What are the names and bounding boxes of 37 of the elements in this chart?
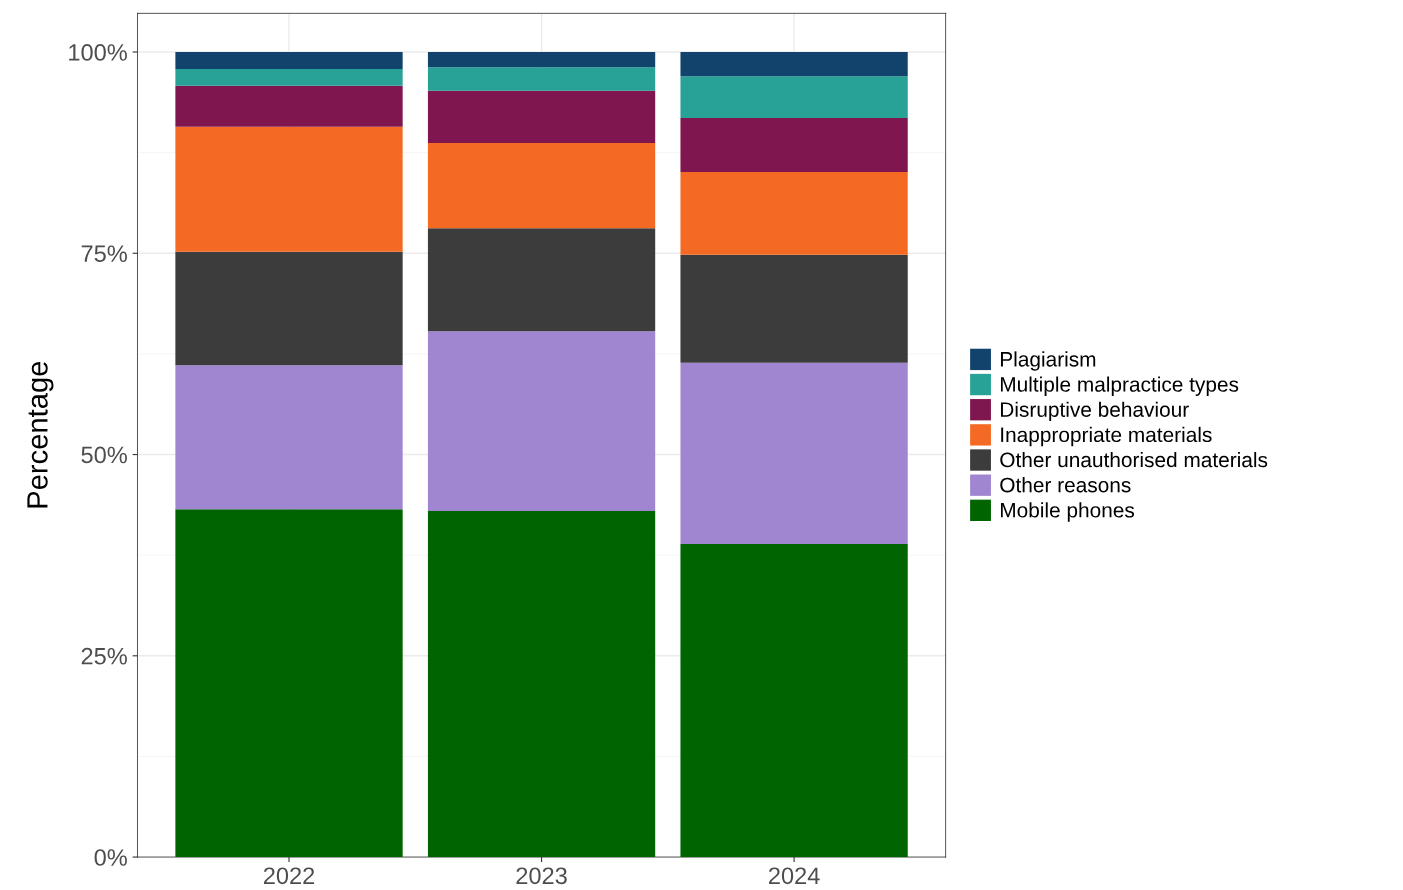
bar <box>175 509 403 858</box>
legend-label: Multiple malpractice types <box>1000 376 1239 396</box>
x-tick-label: 2024 <box>769 867 820 885</box>
legend-label: Disruptive behaviour <box>1000 401 1189 422</box>
bar <box>680 254 908 363</box>
bar <box>680 76 908 119</box>
legend-label: Other reasons <box>1000 477 1131 493</box>
legend-label: Inappropriate materials <box>1001 426 1212 447</box>
bar <box>680 51 908 77</box>
y-tick-label: 75% <box>81 245 127 263</box>
bar <box>680 362 908 544</box>
bar <box>175 85 403 127</box>
bar <box>427 228 656 332</box>
y-tick-label: 50% <box>81 446 127 464</box>
bar <box>175 51 403 69</box>
bar <box>175 68 403 86</box>
legend-label: Other unauthorised materials <box>1000 451 1268 468</box>
y-tick-label: 0% <box>94 849 127 866</box>
x-tick-label: 2023 <box>516 867 567 885</box>
y-tick-label: 100% <box>69 44 127 61</box>
bar <box>680 171 908 255</box>
x-tick-label: 2022 <box>263 867 315 885</box>
bar <box>427 142 656 229</box>
y-axis-title: Percentage <box>27 361 54 508</box>
bar <box>175 126 403 252</box>
bar <box>680 543 908 858</box>
legend-label: Plagiarism <box>1000 351 1096 371</box>
bar <box>175 251 403 366</box>
bar <box>427 90 656 143</box>
bar <box>427 67 656 91</box>
bar <box>427 331 656 511</box>
bar <box>427 510 656 858</box>
legend-label: Mobile phones <box>1000 502 1135 522</box>
bar <box>427 51 656 68</box>
bar <box>175 365 403 510</box>
bar <box>680 118 908 172</box>
y-tick-label: 25% <box>81 647 127 665</box>
